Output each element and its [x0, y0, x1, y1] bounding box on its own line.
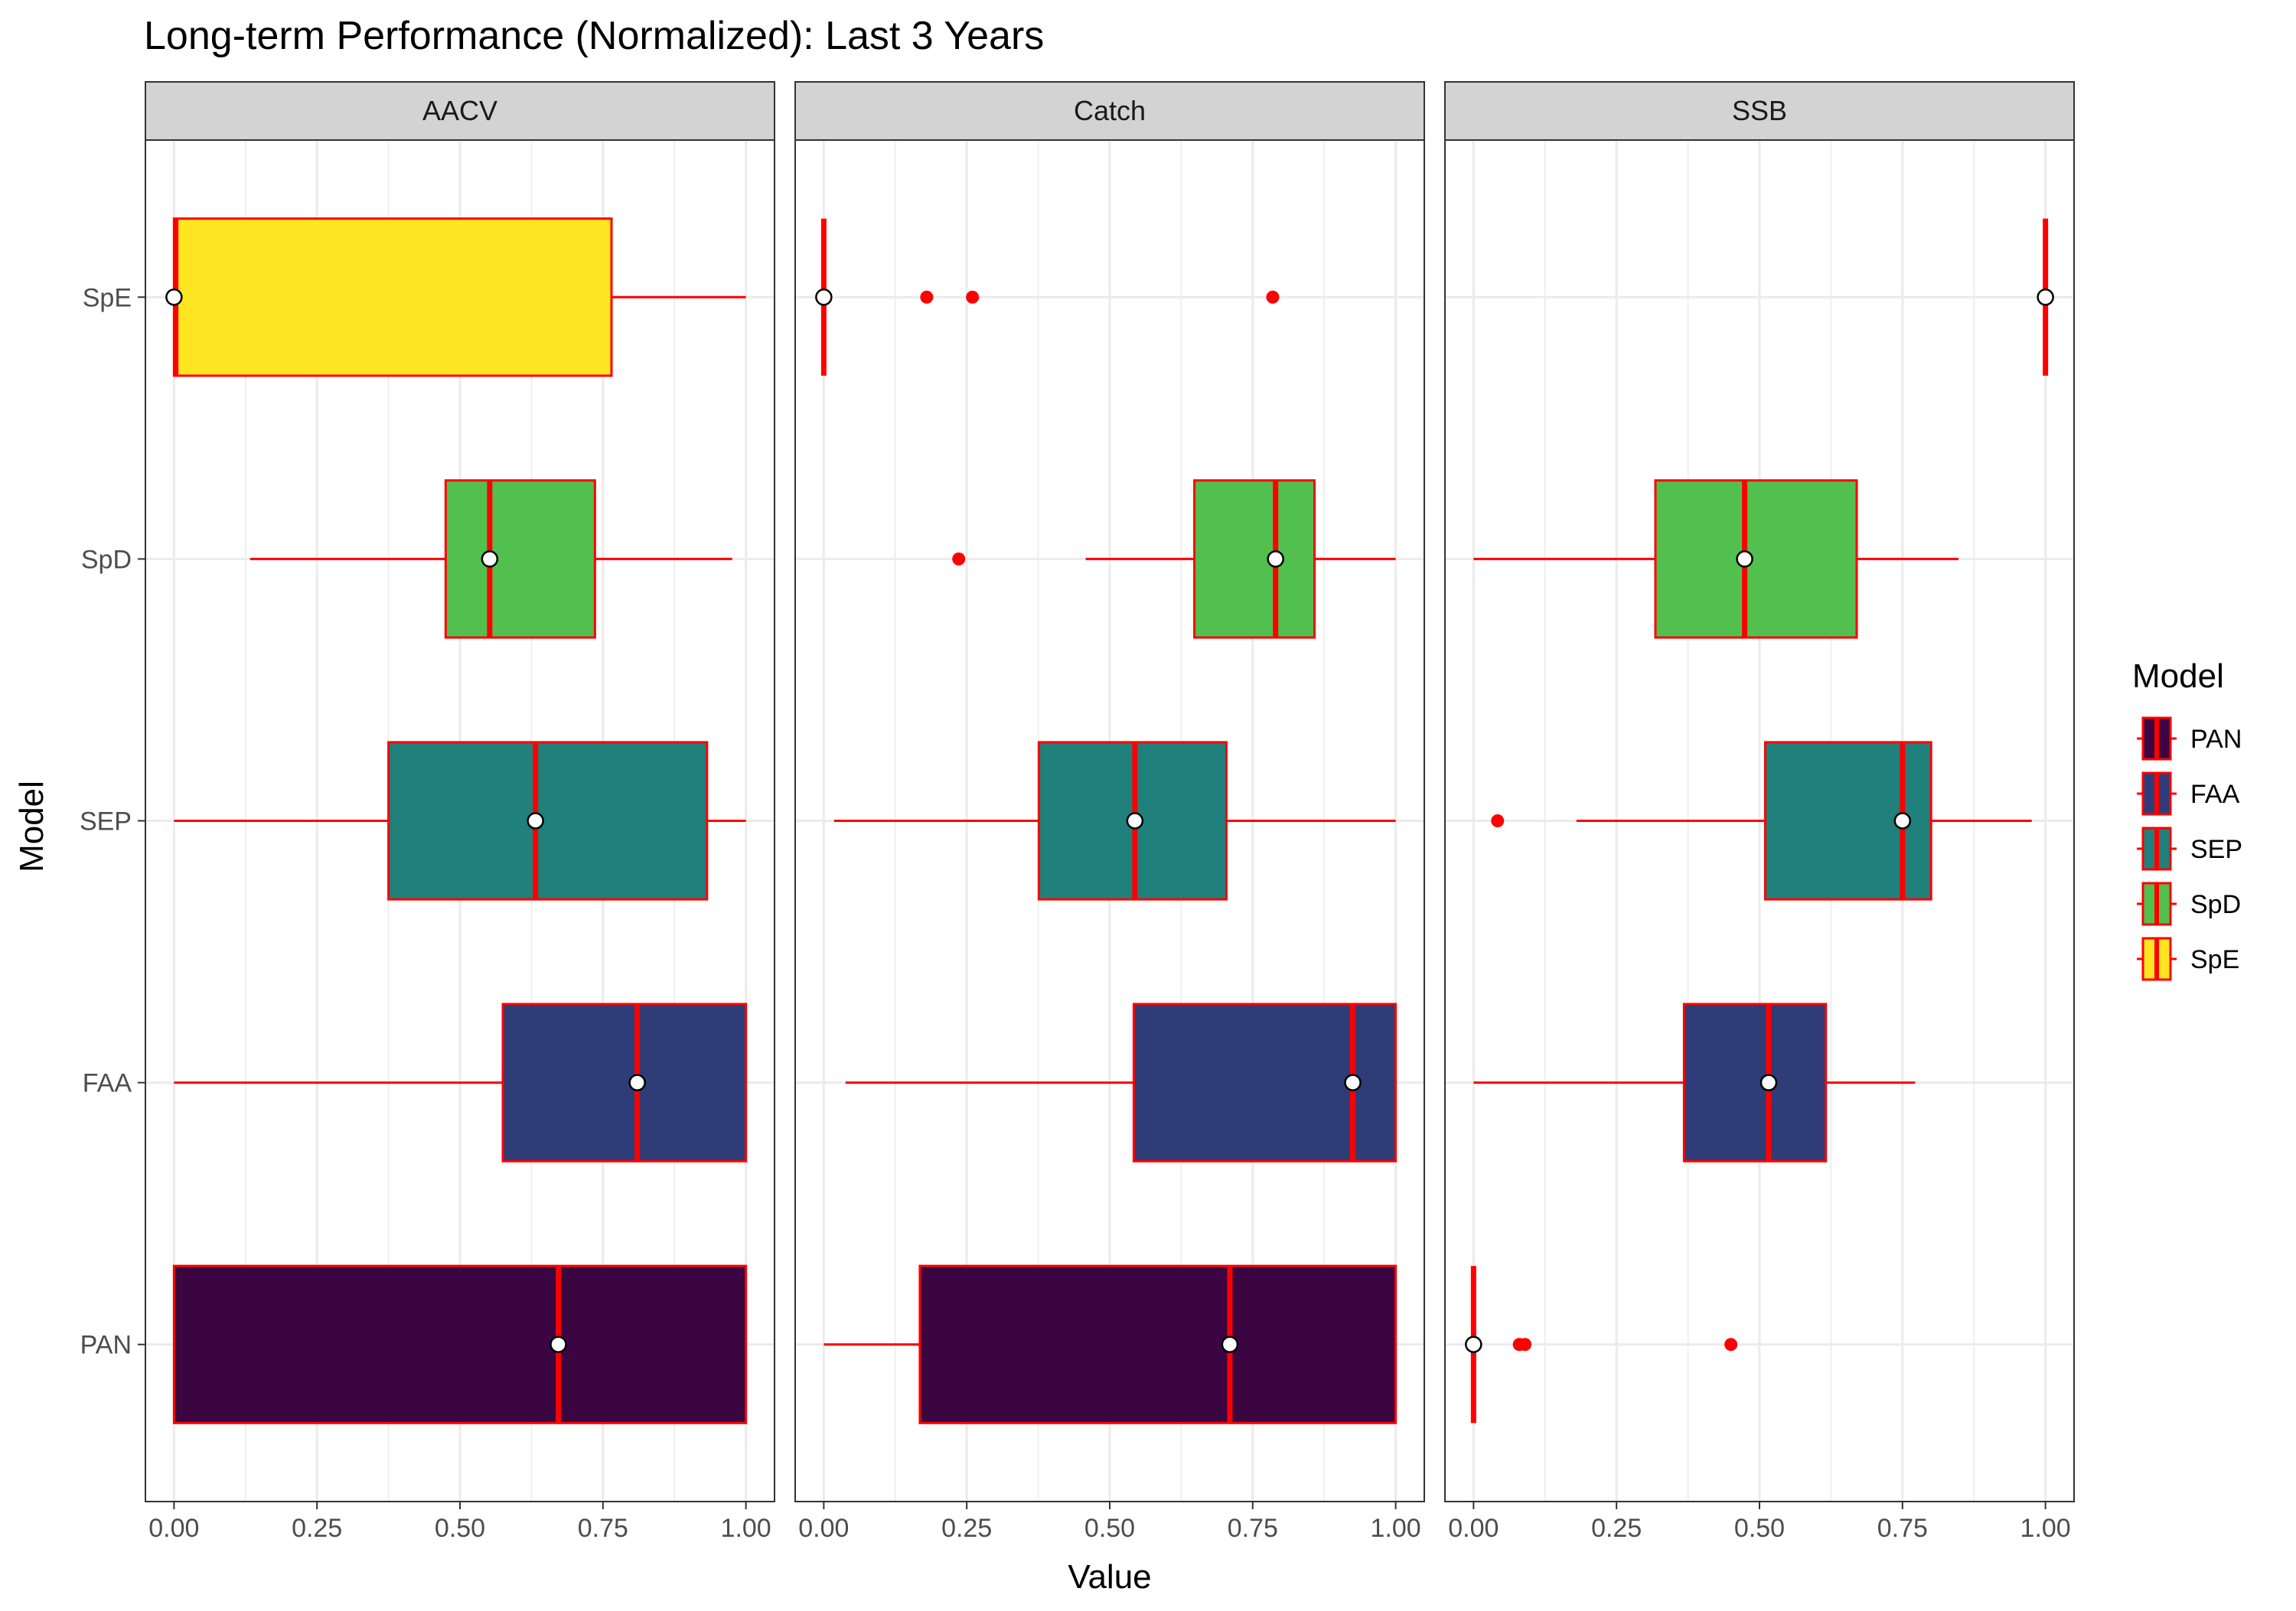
legend-item-spd: SpD: [2137, 882, 2241, 926]
outlier-point: [1724, 1338, 1738, 1352]
box-spe: [2037, 218, 2054, 376]
box-faa: [1473, 1003, 1916, 1163]
box-body: [501, 1003, 748, 1163]
mean-point: [628, 1074, 646, 1091]
x-tick-label: 0.25: [1591, 1514, 1642, 1543]
mean-point: [527, 812, 544, 830]
mean-point: [1760, 1074, 1778, 1091]
facet-strip: [145, 81, 775, 141]
box-sep: [1491, 741, 2032, 901]
mean-point: [1344, 1074, 1362, 1091]
box-pan: [1465, 1266, 1738, 1423]
x-tick-label: 0.50: [1734, 1514, 1785, 1543]
box-spe: [165, 217, 746, 377]
y-tick-label: SpE: [83, 283, 132, 312]
x-tick-label: 0.75: [1877, 1514, 1928, 1543]
facet-panel-catch: Catch 0.00 0.25 0.50 0.75 1.00: [794, 81, 1425, 1543]
facet-strip-label: SSB: [1732, 95, 1787, 126]
legend-label: SpD: [2190, 890, 2241, 919]
y-axis: PAN FAA SEP SpD SpE: [80, 283, 145, 1360]
facet-panel-aacv: AACV 0.00 0.25 0.50 0.75 1.00: [145, 81, 775, 1543]
mean-point: [1893, 812, 1912, 830]
box-body: [918, 1264, 1397, 1424]
legend-item-sep: SEP: [2137, 827, 2242, 871]
mean-point: [815, 289, 833, 306]
y-axis-title: Model: [13, 781, 51, 872]
legend-label: SpE: [2190, 945, 2239, 974]
box-body: [172, 1264, 748, 1424]
outlier-point: [1266, 290, 1280, 304]
facet-strip: [794, 81, 1425, 141]
legend-title: Model: [2132, 657, 2224, 695]
legend-item-faa: FAA: [2137, 771, 2240, 816]
x-tick-label: 1.00: [1371, 1514, 1421, 1543]
box-pan: [823, 1264, 1397, 1424]
outlier-point: [952, 552, 966, 566]
x-tick-label: 0.50: [435, 1514, 485, 1543]
box-pan: [172, 1264, 748, 1424]
x-tick-label: 0.50: [1084, 1514, 1135, 1543]
facet-strip-label: Catch: [1074, 95, 1146, 126]
box-body: [387, 741, 709, 901]
outlier-point: [920, 290, 934, 304]
facet-strip-label: AACV: [422, 95, 497, 126]
y-tick-label: FAA: [83, 1069, 132, 1098]
chart-title: Long-term Performance (Normalized): Last…: [144, 14, 1044, 58]
y-tick-label: SEP: [80, 807, 132, 836]
x-tick-label: 0.00: [148, 1514, 199, 1543]
y-tick-label: PAN: [80, 1331, 132, 1360]
x-tick-label: 0.00: [1448, 1514, 1499, 1543]
y-tick-label: SpD: [81, 545, 132, 574]
x-tick-label: 1.00: [2020, 1514, 2071, 1543]
x-tick-label: 0.75: [578, 1514, 628, 1543]
mean-point: [165, 289, 183, 306]
legend: Model PAN FAA SEP SpD SpE: [2132, 657, 2242, 981]
mean-point: [481, 550, 499, 568]
mean-point: [1267, 550, 1284, 568]
box-body: [1193, 479, 1316, 639]
facet-panels: AACV 0.00 0.25 0.50 0.75 1.00 Catch 0.00 0.25 0.5…: [145, 81, 2075, 1543]
box-spd: [952, 479, 1396, 639]
facet-panel-ssb: SSB 0.00 0.25 0.50 0.75 1.00: [1444, 81, 2075, 1543]
outlier-point: [1491, 814, 1505, 827]
box-spd: [249, 479, 732, 639]
x-tick-label: 0.75: [1228, 1514, 1278, 1543]
box-body: [1682, 1003, 1828, 1163]
mean-point: [1126, 812, 1144, 830]
outlier-point: [1518, 1338, 1532, 1352]
x-tick-label: 0.25: [292, 1514, 342, 1543]
mean-point: [1736, 550, 1753, 568]
box-faa: [174, 1003, 748, 1163]
outlier-point: [966, 290, 980, 304]
legend-item-pan: PAN: [2137, 716, 2242, 761]
box-spe: [815, 218, 1280, 376]
x-tick-label: 1.00: [721, 1514, 771, 1543]
x-axis-title: Value: [1068, 1558, 1151, 1596]
x-tick-label: 0.00: [798, 1514, 849, 1543]
box-sep: [174, 741, 746, 901]
mean-point: [2037, 289, 2054, 306]
legend-label: FAA: [2190, 780, 2240, 809]
x-tick-label: 0.25: [941, 1514, 992, 1543]
legend-label: SEP: [2190, 835, 2242, 864]
facet-strip: [1444, 81, 2075, 141]
mean-point: [1465, 1335, 1482, 1353]
legend-label: PAN: [2190, 725, 2242, 754]
box-body: [1654, 479, 1858, 639]
box-spd: [1473, 479, 1959, 639]
mean-point: [550, 1335, 567, 1353]
box-body: [444, 479, 596, 639]
legend-item-spe: SpE: [2137, 937, 2239, 981]
box-body: [172, 217, 613, 377]
box-faa: [845, 1003, 1397, 1163]
box-sep: [833, 741, 1396, 901]
mean-point: [1221, 1335, 1239, 1353]
